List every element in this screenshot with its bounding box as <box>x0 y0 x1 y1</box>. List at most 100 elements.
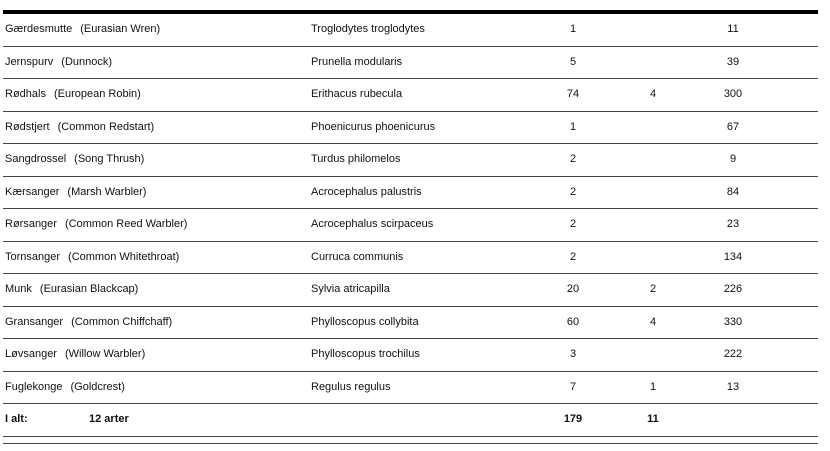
total-n3 <box>693 404 773 436</box>
danish-name: Fuglekonge <box>5 380 63 393</box>
count-2: 1 <box>649 380 657 393</box>
danish-name-cell: Gærdesmutte (Eurasian Wren) <box>5 14 160 46</box>
danish-name-cell: Rødstjert (Common Redstart) <box>5 112 154 144</box>
english-name: (Song Thrush) <box>74 153 145 165</box>
latin-name: Phoenicurus phoenicurus <box>311 120 436 133</box>
english-name: (Common Whitethroat) <box>68 250 180 263</box>
count-1: 1 <box>569 120 577 133</box>
danish-name: Kærsanger <box>5 185 60 198</box>
english-name: (Common Redstart) <box>57 120 155 133</box>
danish-name: Tornsanger <box>5 250 61 263</box>
latin-name: Sylvia atricapilla <box>311 283 390 295</box>
danish-name-cell: Tornsanger (Common Whitethroat) <box>5 242 179 274</box>
count-2 <box>613 242 693 274</box>
total-row: I alt: 12 arter 179 11 <box>3 404 818 437</box>
danish-name: Rødhals <box>5 88 46 100</box>
count-3: 67 <box>726 120 740 133</box>
danish-name: Munk <box>5 283 32 295</box>
total-species-count: 12 arter <box>89 413 129 425</box>
count-3: 39 <box>726 55 740 68</box>
count-1: 60 <box>566 315 580 328</box>
latin-name: Curruca communis <box>311 250 404 263</box>
table-row: Rødhals (European Robin) Erithacus rubecul… <box>3 79 818 112</box>
bottom-rule <box>3 437 818 444</box>
danish-name: Gærdesmutte <box>5 23 73 35</box>
danish-name: Rødstjert <box>5 120 50 133</box>
count-2 <box>613 339 693 371</box>
english-name: (Goldcrest) <box>70 380 125 393</box>
count-2 <box>613 47 693 79</box>
danish-name-cell: Rørsanger (Common Reed Warbler) <box>5 209 187 241</box>
count-3: 134 <box>723 250 743 263</box>
danish-name: Rørsanger <box>5 218 57 230</box>
table-row: Kærsanger (Marsh Warbler) Acrocephalus pal… <box>3 177 818 209</box>
danish-name-cell: Munk (Eurasian Blackcap) <box>5 274 138 306</box>
count-2: 2 <box>649 283 657 295</box>
count-2 <box>613 112 693 144</box>
table-row: Løvsanger (Willow Warbler) Phylloscopus tr… <box>3 339 818 372</box>
english-name: (European Robin) <box>53 88 141 100</box>
latin-name: Phylloscopus collybita <box>311 315 419 328</box>
danish-name-cell: Sangdrossel (Song Thrush) <box>5 144 144 176</box>
english-name: (Dunnock) <box>61 55 113 68</box>
table-row: Rødstjert (Common Redstart) Phoenicurus ph… <box>3 112 818 144</box>
english-name: (Eurasian Blackcap) <box>39 283 139 295</box>
count-2 <box>613 14 693 46</box>
total-n2: 11 <box>647 413 659 425</box>
count-1: 20 <box>566 283 580 295</box>
english-name: (Willow Warbler) <box>64 348 146 360</box>
danish-name-cell: Jernspurv (Dunnock) <box>5 47 112 79</box>
count-1: 74 <box>566 88 580 100</box>
danish-name-cell: Kærsanger (Marsh Warbler) <box>5 177 146 209</box>
danish-name-cell: Fuglekonge (Goldcrest) <box>5 372 125 404</box>
top-rule <box>3 10 818 14</box>
count-1: 2 <box>569 250 577 263</box>
table-row: Fuglekonge (Goldcrest) Regulus regulus 7 1 13 <box>3 372 818 404</box>
count-1: 2 <box>569 153 577 165</box>
danish-name: Sangdrossel <box>5 153 67 165</box>
count-2 <box>613 177 693 209</box>
count-3: 300 <box>723 88 743 100</box>
english-name: (Eurasian Wren) <box>80 23 161 35</box>
latin-name: Prunella modularis <box>311 55 403 68</box>
count-1: 1 <box>569 23 577 35</box>
total-n1: 179 <box>563 413 583 425</box>
table-row: Gærdesmutte (Eurasian Wren) Troglodytes tr… <box>3 14 818 47</box>
table-row: Tornsanger (Common Whitethroat) Curruca co… <box>3 242 818 274</box>
english-name: (Common Chiffchaff) <box>71 315 173 328</box>
count-1: 5 <box>569 55 577 68</box>
english-name: (Marsh Warbler) <box>67 185 147 198</box>
count-3: 13 <box>726 380 740 393</box>
count-3: 9 <box>729 153 737 165</box>
latin-name: Troglodytes troglodytes <box>311 23 425 35</box>
danish-name-cell: Rødhals (European Robin) <box>5 79 141 111</box>
count-3: 226 <box>723 283 743 295</box>
latin-name: Phylloscopus trochilus <box>311 348 420 360</box>
danish-name-cell: Løvsanger (Willow Warbler) <box>5 339 145 371</box>
total-label: I alt: <box>5 413 28 425</box>
latin-name: Acrocephalus palustris <box>311 185 422 198</box>
table-row: Munk (Eurasian Blackcap) Sylvia atricapill… <box>3 274 818 307</box>
count-2: 4 <box>649 88 657 100</box>
table-row: Sangdrossel (Song Thrush) Turdus philomelo… <box>3 144 818 177</box>
table-row: Jernspurv (Dunnock) Prunella modularis 5 39 <box>3 47 818 79</box>
table-row: Gransanger (Common Chiffchaff) Phylloscopu… <box>3 307 818 339</box>
count-3: 23 <box>726 218 740 230</box>
count-2 <box>613 144 693 176</box>
count-1: 7 <box>569 380 577 393</box>
latin-name: Turdus philomelos <box>311 153 401 165</box>
count-3: 11 <box>727 23 739 35</box>
latin-name: Regulus regulus <box>311 380 391 393</box>
table-row: Rørsanger (Common Reed Warbler) Acrocephal… <box>3 209 818 242</box>
table-body: Gærdesmutte (Eurasian Wren) Troglodytes tr… <box>3 14 818 404</box>
latin-name: Erithacus rubecula <box>311 88 403 100</box>
count-3: 330 <box>723 315 743 328</box>
english-name: (Common Reed Warbler) <box>64 218 188 230</box>
count-1: 2 <box>569 185 577 198</box>
danish-name-cell: Gransanger (Common Chiffchaff) <box>5 307 172 339</box>
latin-name: Acrocephalus scirpaceus <box>311 218 434 230</box>
danish-name: Løvsanger <box>5 348 57 360</box>
count-1: 3 <box>569 348 577 360</box>
danish-name: Gransanger <box>5 315 64 328</box>
count-2: 4 <box>649 315 657 328</box>
